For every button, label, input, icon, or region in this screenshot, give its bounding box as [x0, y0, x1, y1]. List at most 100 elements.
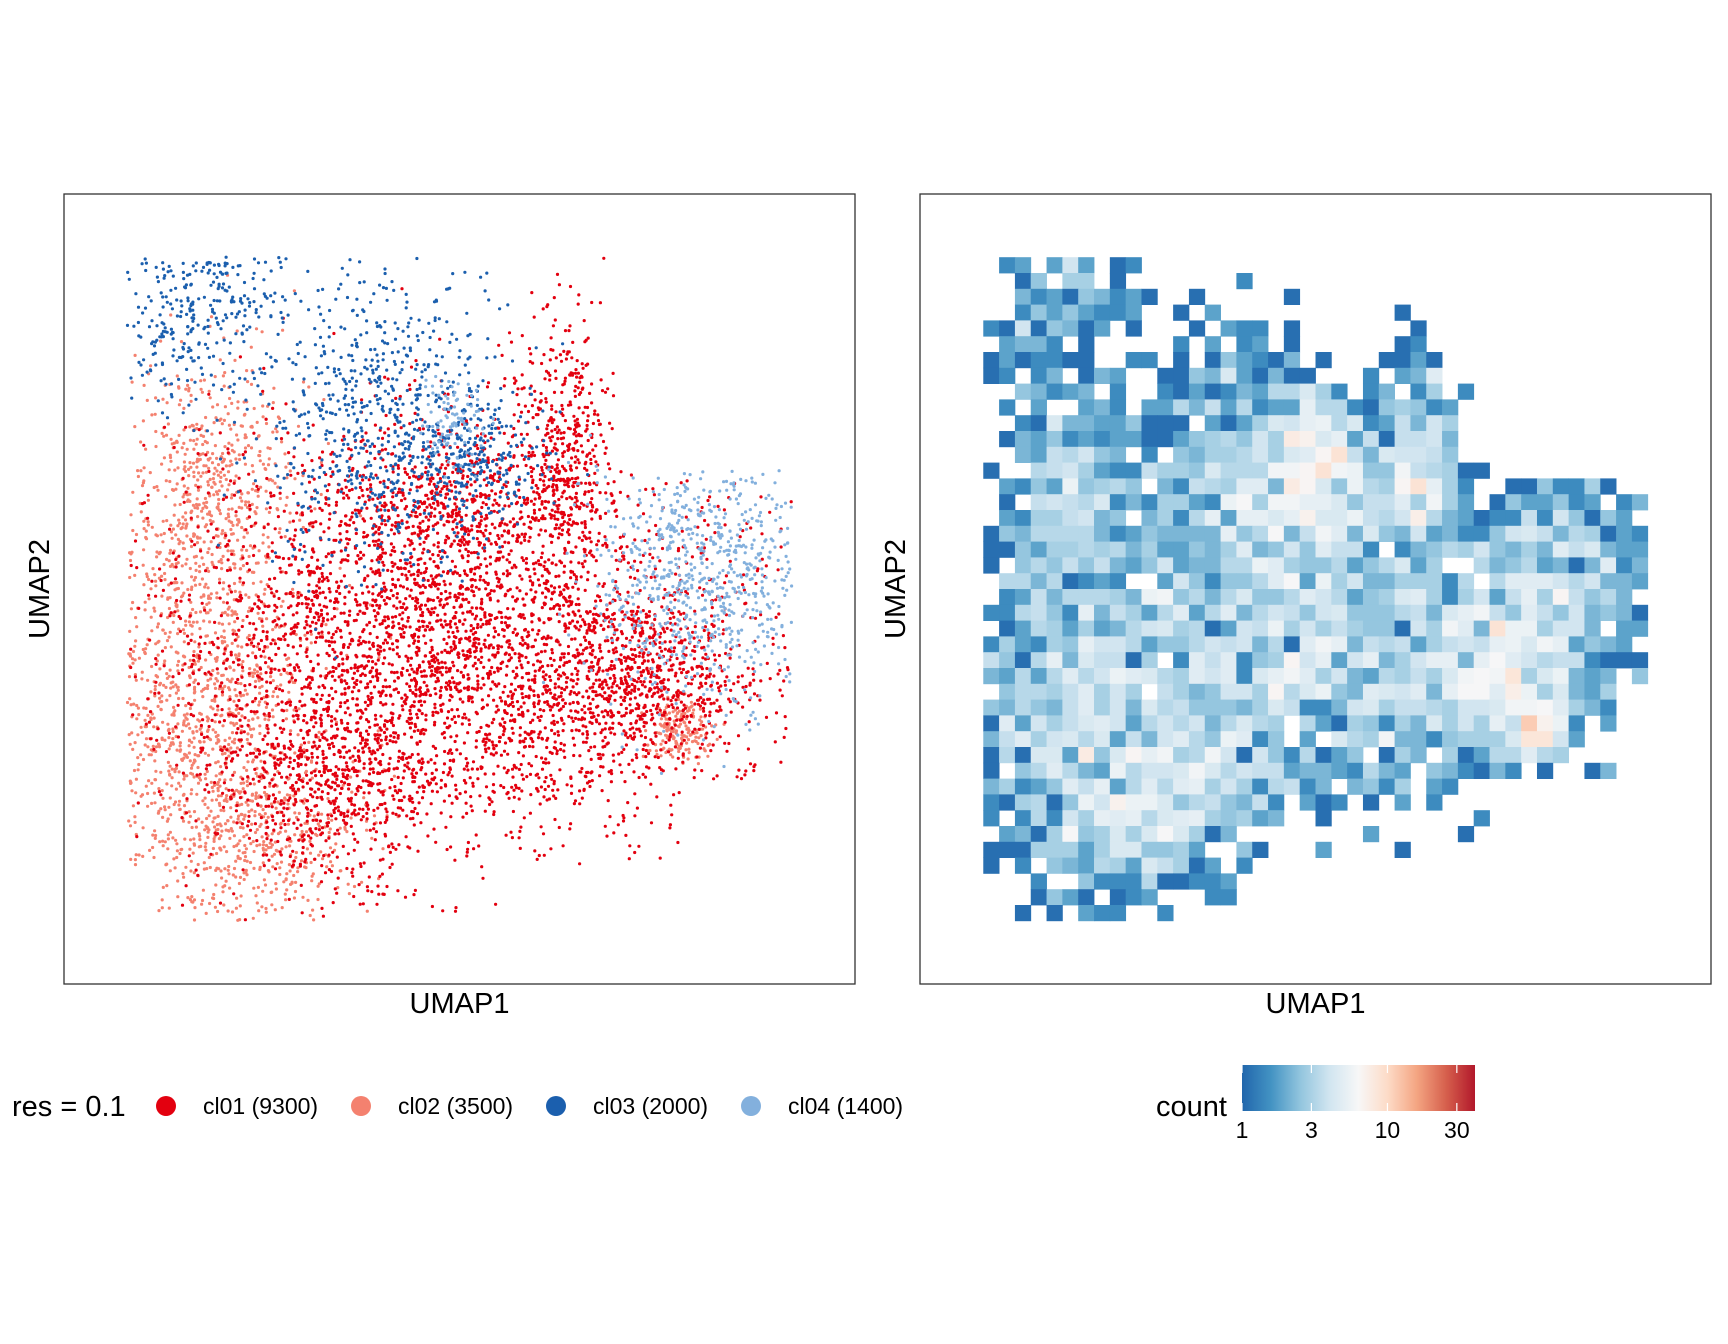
- scatter-point-cl02: [169, 813, 173, 817]
- scatter-point-cl01: [442, 799, 446, 803]
- scatter-point-cl01: [451, 630, 455, 635]
- scatter-point-cl02: [169, 645, 173, 649]
- scatter-point-cl01: [337, 809, 341, 813]
- scatter-point-cl01: [253, 767, 257, 772]
- scatter-point-cl02: [189, 859, 193, 863]
- scatter-point-cl01: [584, 429, 588, 433]
- scatter-point-cl01: [326, 813, 330, 817]
- scatter-point-cl01: [609, 664, 613, 668]
- scatter-point-cl01: [481, 876, 485, 880]
- scatter-point-cl01: [532, 730, 536, 734]
- scatter-point-cl02: [160, 594, 164, 598]
- scatter-point-cl02: [285, 657, 289, 662]
- scatter-point-cl02: [206, 483, 210, 487]
- scatter-point-cl02: [230, 532, 234, 536]
- scatter-point-cl01: [317, 787, 321, 791]
- scatter-point-cl02: [202, 562, 206, 567]
- scatter-point-cl01: [200, 732, 204, 737]
- scatter-point-cl02: [191, 851, 195, 855]
- scatter-point-cl01: [330, 719, 334, 723]
- scatter-point-cl02: [365, 828, 369, 832]
- scatter-point-cl01: [231, 632, 235, 636]
- scatter-point-cl01: [636, 666, 640, 670]
- scatter-point-cl02: [173, 503, 177, 507]
- scatter-point-cl02: [206, 596, 211, 601]
- scatter-point-cl01: [242, 730, 246, 734]
- scatter-point-cl02: [299, 859, 304, 863]
- scatter-point-cl02: [190, 772, 195, 776]
- scatter-point-cl02: [162, 531, 166, 536]
- scatter-point-cl02: [259, 485, 263, 489]
- scatter-point-cl02: [255, 420, 259, 424]
- scatter-point-cl01: [277, 771, 281, 776]
- scatter-point-cl01: [635, 756, 639, 760]
- scatter-point-cl01: [577, 628, 581, 632]
- scatter-point-cl02: [667, 711, 672, 715]
- scatter-point-cl02: [219, 475, 223, 479]
- scatter-point-cl01: [439, 693, 443, 698]
- scatter-point-cl02: [299, 743, 303, 747]
- scatter-point-cl02: [251, 651, 255, 655]
- scatter-point-cl02: [178, 521, 182, 525]
- scatter-point-cl01: [520, 556, 524, 560]
- scatter-point-cl02: [263, 812, 267, 816]
- scatter-point-cl02: [195, 535, 199, 539]
- scatter-point-cl02: [176, 879, 180, 883]
- scatter-point-cl02: [169, 313, 173, 317]
- scatter-point-cl02: [204, 658, 208, 662]
- scatter-point-cl01: [776, 672, 780, 676]
- scatter-point-cl02: [182, 756, 186, 760]
- scatter-point-cl01: [474, 739, 478, 743]
- scatter-point-cl01: [282, 801, 286, 805]
- scatter-point-cl01: [568, 827, 572, 831]
- scatter-point-cl01: [397, 749, 401, 753]
- scatter-point-cl01: [374, 662, 378, 666]
- scatter-point-cl02: [223, 445, 227, 449]
- scatter-point-cl02: [174, 787, 178, 791]
- scatter-point-cl01: [583, 525, 588, 530]
- scatter-point-cl01: [588, 784, 592, 789]
- scatter-point-cl01: [391, 577, 395, 582]
- scatter-point-cl01: [500, 534, 504, 538]
- scatter-point-cl02: [232, 844, 236, 849]
- scatter-point-cl02: [188, 814, 192, 819]
- scatter-point-cl02: [669, 730, 674, 734]
- scatter-point-cl02: [687, 751, 691, 755]
- scatter-point-cl01: [550, 429, 554, 433]
- scatter-point-cl02: [183, 752, 187, 757]
- scatter-point-cl01: [469, 795, 473, 799]
- scatter-point-cl01: [440, 660, 444, 664]
- scatter-point-cl01: [262, 526, 266, 530]
- scatter-point-cl01: [486, 633, 490, 637]
- scatter-point-cl01: [296, 818, 300, 822]
- scatter-point-cl02: [163, 646, 167, 650]
- scatter-point-cl02: [223, 405, 227, 409]
- scatter-point-cl01: [387, 762, 391, 766]
- scatter-point-cl01: [473, 617, 477, 621]
- scatter-point-cl01: [436, 531, 440, 535]
- scatter-point-cl02: [174, 683, 178, 687]
- scatter-point-cl02: [161, 796, 165, 800]
- scatter-point-cl02: [250, 425, 254, 429]
- scatter-point-cl01: [543, 649, 547, 653]
- scatter-point-cl02: [327, 830, 331, 835]
- scatter-point-cl02: [238, 457, 242, 462]
- scatter-point-cl02: [155, 550, 159, 554]
- scatter-point-cl01: [174, 557, 178, 562]
- scatter-point-cl02: [133, 741, 137, 745]
- scatter-point-cl02: [142, 527, 146, 531]
- scatter-point-cl01: [419, 607, 423, 611]
- scatter-point-cl02: [256, 494, 260, 498]
- scatter-point-cl02: [324, 623, 328, 627]
- scatter-point-cl01: [197, 428, 201, 432]
- scatter-point-cl02: [202, 593, 206, 597]
- scatter-point-cl01: [410, 721, 414, 725]
- scatter-point-cl02: [162, 562, 166, 567]
- scatter-point-cl01: [367, 791, 371, 795]
- scatter-point-cl02: [200, 509, 204, 513]
- scatter-point-cl01: [619, 679, 624, 683]
- scatter-point-cl02: [233, 737, 237, 742]
- scatter-point-cl02: [233, 566, 237, 570]
- scatter-point-cl01: [410, 667, 414, 671]
- scatter-point-cl02: [168, 551, 172, 555]
